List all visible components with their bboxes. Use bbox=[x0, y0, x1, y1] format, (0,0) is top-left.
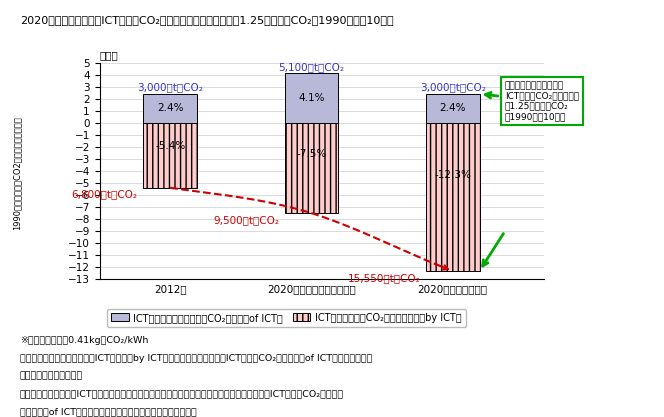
Text: -12.3%: -12.3% bbox=[434, 170, 471, 180]
Text: ※　電力原単位：0.41kg－CO₂/kWh: ※ 電力原単位：0.41kg－CO₂/kWh bbox=[20, 336, 148, 345]
Text: 差し引きでのトータルの
ICTによるCO₂排出削減量
約1.25億トン－CO₂
（1990年比10％）: 差し引きでのトータルの ICTによるCO₂排出削減量 約1.25億トン－CO₂ … bbox=[485, 81, 579, 121]
Text: 2.4%: 2.4% bbox=[440, 103, 466, 113]
Bar bbox=[143, 94, 197, 123]
Text: 2.4%: 2.4% bbox=[157, 103, 183, 113]
Bar bbox=[285, 73, 338, 123]
Text: 3,000万t－CO₂: 3,000万t－CO₂ bbox=[420, 83, 485, 93]
Text: （％）: （％） bbox=[100, 50, 118, 60]
Text: 2020年時点のグリーンICTによるCO₂排出削減量の推計結果は約1.25億トン－CO₂（1990年度比10％）: 2020年時点のグリーンICTによるCO₂排出削減量の推計結果は約1.25億トン… bbox=[20, 15, 394, 25]
Text: 15,550万t－CO₂: 15,550万t－CO₂ bbox=[347, 274, 420, 284]
Text: -5.4%: -5.4% bbox=[155, 141, 185, 151]
Text: 対策実施：現在のICT利活用分野を拡大するとともに可能な範囲で利用促進を加速化、及びICT機器のCO₂排出抑制: 対策実施：現在のICT利活用分野を拡大するとともに可能な範囲で利用促進を加速化、… bbox=[20, 389, 344, 399]
Text: を講じない場合: を講じない場合 bbox=[20, 372, 83, 381]
Text: -7.5%: -7.5% bbox=[296, 149, 327, 159]
Text: 5,100万t－CO₂: 5,100万t－CO₂ bbox=[278, 62, 345, 72]
Bar bbox=[285, 123, 338, 213]
Text: 特段の対策なし：現在のICT利活用（by ICT）を継続して推進、及びICT機器のCO₂排出抑制（of ICT）に新たな対策: 特段の対策なし：現在のICT利活用（by ICT）を継続して推進、及びICT機器… bbox=[20, 354, 373, 363]
Text: 4.1%: 4.1% bbox=[298, 93, 325, 103]
Text: 1990年度の日本のCO2排出量に対する割合: 1990年度の日本のCO2排出量に対する割合 bbox=[12, 116, 21, 230]
Text: 9,500万t－CO₂: 9,500万t－CO₂ bbox=[213, 215, 279, 225]
Text: 6,800万t－CO₂: 6,800万t－CO₂ bbox=[72, 190, 137, 200]
Text: （of ICT）に有効と考えられる新たな対策を講じる場合: （of ICT）に有効と考えられる新たな対策を講じる場合 bbox=[20, 407, 197, 417]
Bar bbox=[426, 94, 479, 123]
Bar bbox=[143, 123, 197, 188]
Legend: ICT機器などの使用によるCO₂排出量（of ICT）, ICT利活用によるCO₂排出削減効果（by ICT）: ICT機器などの使用によるCO₂排出量（of ICT）, ICT利活用によるCO… bbox=[107, 309, 465, 327]
Bar bbox=[426, 123, 479, 271]
Text: 3,000万t－CO₂: 3,000万t－CO₂ bbox=[137, 83, 203, 93]
